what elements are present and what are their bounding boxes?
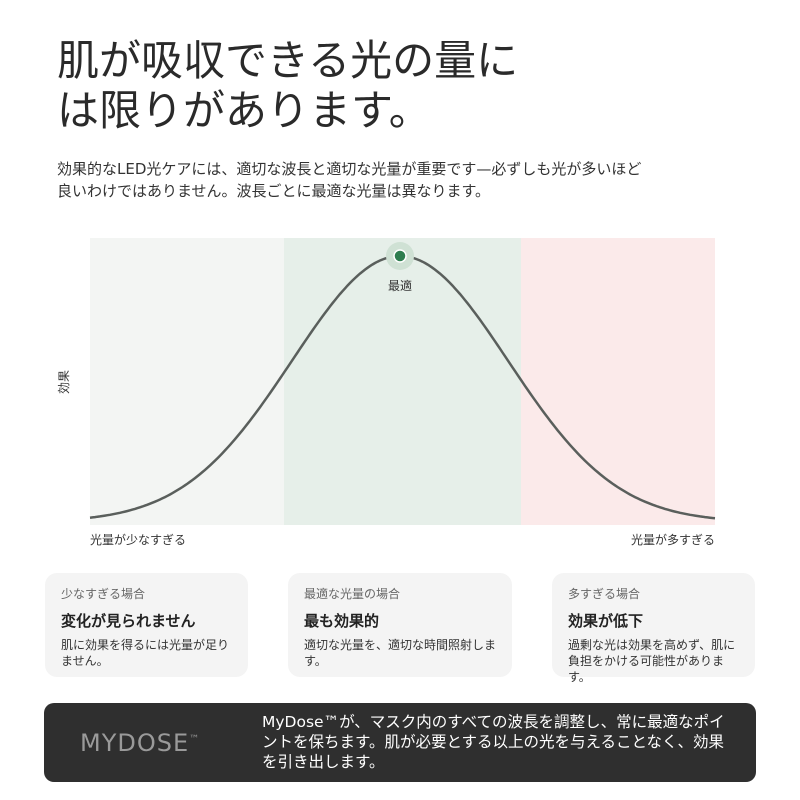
y-label: 効果 — [56, 370, 71, 394]
card-heading: 効果が低下 — [568, 612, 644, 630]
logo: MYDOSE™ — [80, 729, 200, 757]
zone-optimal — [284, 238, 521, 525]
card-body: 過剰な光は効果を高めず、肌に負担をかける可能性があります。 — [568, 638, 736, 684]
peak-label: 最適 — [388, 278, 412, 293]
logo-mark: ™ — [189, 734, 201, 745]
banner-text: MyDose™が、マスク内のすべての波長を調整し、常に最適なポイントを保ちます。… — [262, 713, 725, 771]
description: 効果的なLED光ケアには、適切な波長と適切な光量が重要です—必ずしも光が多いほど… — [57, 158, 641, 202]
description-line: 効果的なLED光ケアには、適切な波長と適切な光量が重要です—必ずしも光が多いほど — [57, 160, 642, 178]
card-label: 多すぎる場合 — [568, 587, 641, 601]
card-label: 最適な光量の場合 — [304, 587, 401, 601]
card-heading: 最も効果的 — [304, 612, 380, 630]
banner: MYDOSE™ MyDose™が、マスク内のすべての波長を調整し、常に最適なポイ… — [44, 703, 756, 782]
card-label: 少なすぎる場合 — [61, 587, 146, 601]
left-label: 光量が少なすぎる — [90, 533, 187, 547]
zone-low — [90, 238, 284, 525]
card-heading: 変化が見られません — [61, 612, 196, 630]
card-body: 適切な光量を、適切な時間照射します。 — [304, 638, 497, 668]
description-line: 良いわけではありません。波長ごとに最適な光量は異なります。 — [57, 182, 491, 200]
title-line: 肌が吸収できる光の量に — [57, 36, 519, 85]
title-line: は限りがあります。 — [57, 86, 431, 135]
zone-high — [521, 238, 715, 525]
title: 肌が吸収できる光の量に は限りがあります。 — [57, 36, 518, 136]
diagram: 最適 効果 光量が多すぎる — [56, 238, 716, 547]
card: 最適な光量の場合 最も効果的 適切な光量を、適切な時間照射します。 — [288, 573, 512, 677]
logo-text: MYDOSE — [80, 729, 190, 757]
card-body: 肌に効果を得るには光量が足りません。 — [61, 638, 230, 668]
card: 少なすぎる場合 変化が見られません 肌に効果を得るには光量が足りません。 — [45, 573, 248, 677]
card: 多すぎる場合 効果が低下 過剰な光は効果を高めず、肌に負担をかける可能性がありま… — [552, 573, 755, 684]
right-label: 光量が多すぎる — [631, 532, 715, 547]
peak-dot — [393, 249, 407, 263]
